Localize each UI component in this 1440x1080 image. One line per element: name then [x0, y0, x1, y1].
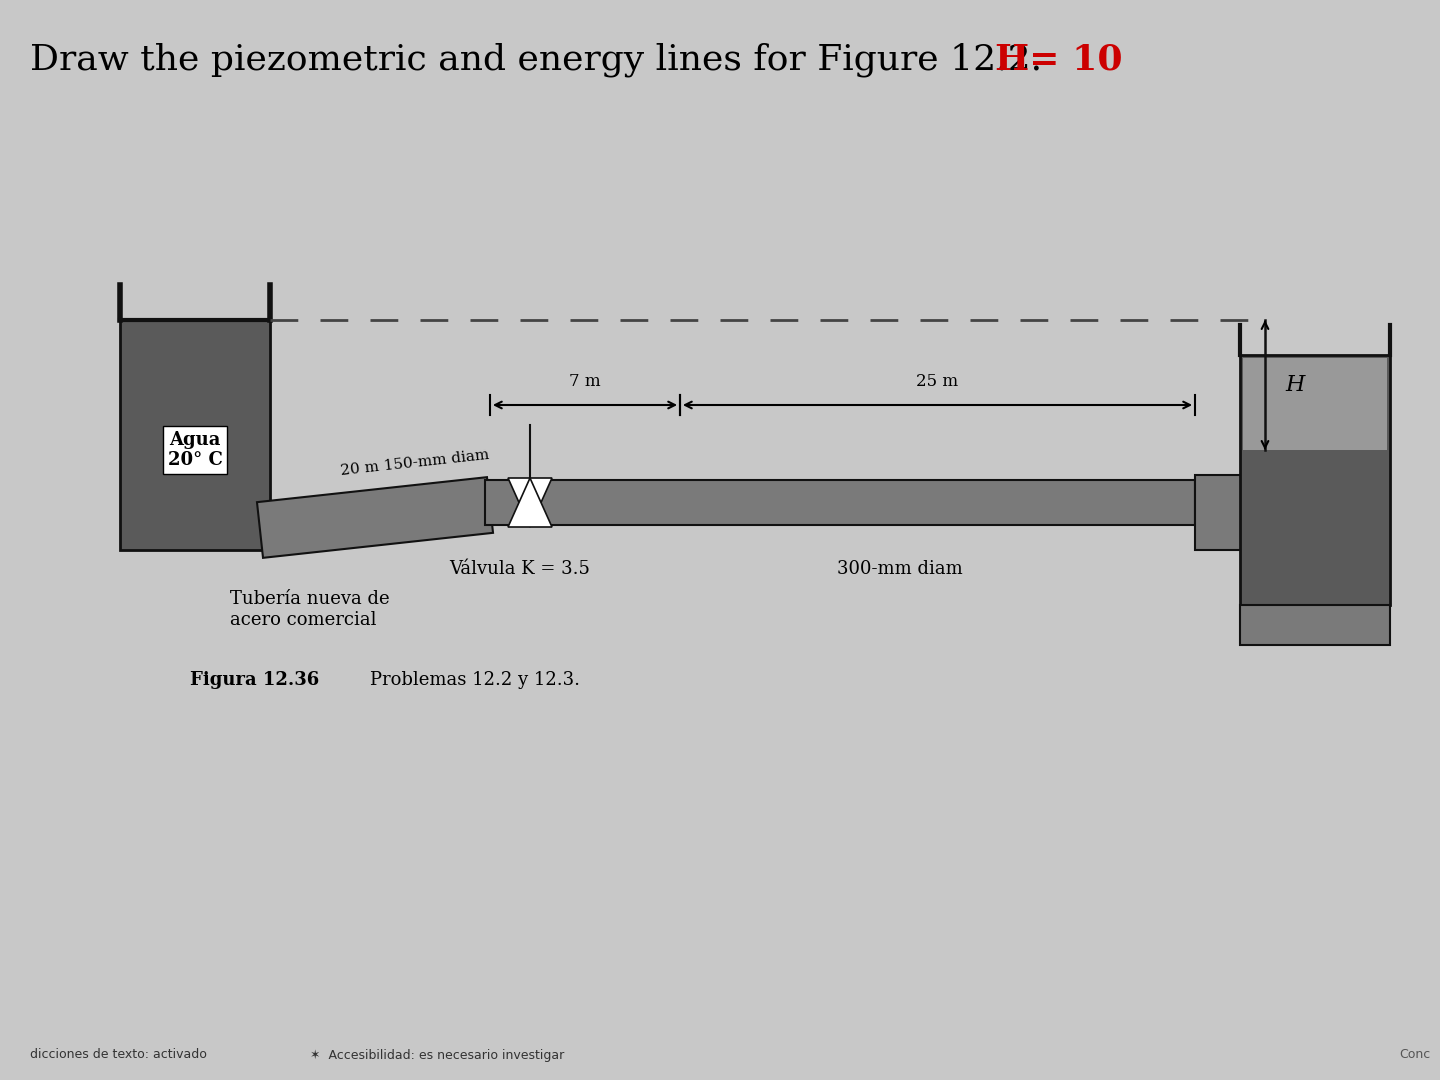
Text: dicciones de texto: activado: dicciones de texto: activado — [30, 1049, 207, 1062]
Text: 20 m 150-mm diam: 20 m 150-mm diam — [340, 447, 490, 477]
Text: Figura 12.36: Figura 12.36 — [190, 671, 320, 689]
Bar — [485, 480, 1195, 525]
Text: 300-mm diam: 300-mm diam — [837, 561, 963, 578]
Polygon shape — [508, 478, 552, 527]
Text: Problemas 12.2 y 12.3.: Problemas 12.2 y 12.3. — [370, 671, 580, 689]
Text: Conc: Conc — [1398, 1049, 1430, 1062]
Bar — [1240, 355, 1390, 605]
Text: 7 m: 7 m — [569, 373, 600, 390]
Text: Válvula K = 3.5: Válvula K = 3.5 — [449, 561, 590, 578]
Bar — [1243, 357, 1387, 450]
Text: H= 10: H= 10 — [995, 43, 1123, 77]
Text: H: H — [1284, 374, 1305, 396]
Bar — [1240, 605, 1390, 645]
Polygon shape — [508, 478, 552, 527]
Text: ✶  Accesibilidad: es necesario investigar: ✶ Accesibilidad: es necesario investigar — [310, 1049, 564, 1062]
Polygon shape — [256, 477, 492, 558]
Text: 25 m: 25 m — [916, 373, 959, 390]
Bar — [1195, 475, 1290, 550]
Bar — [120, 320, 271, 550]
Text: Draw the piezometric and energy lines for Figure 12.2.: Draw the piezometric and energy lines fo… — [30, 43, 1054, 78]
Text: Agua
20° C: Agua 20° C — [167, 431, 222, 470]
Text: Tubería nueva de
acero comercial: Tubería nueva de acero comercial — [230, 590, 390, 629]
